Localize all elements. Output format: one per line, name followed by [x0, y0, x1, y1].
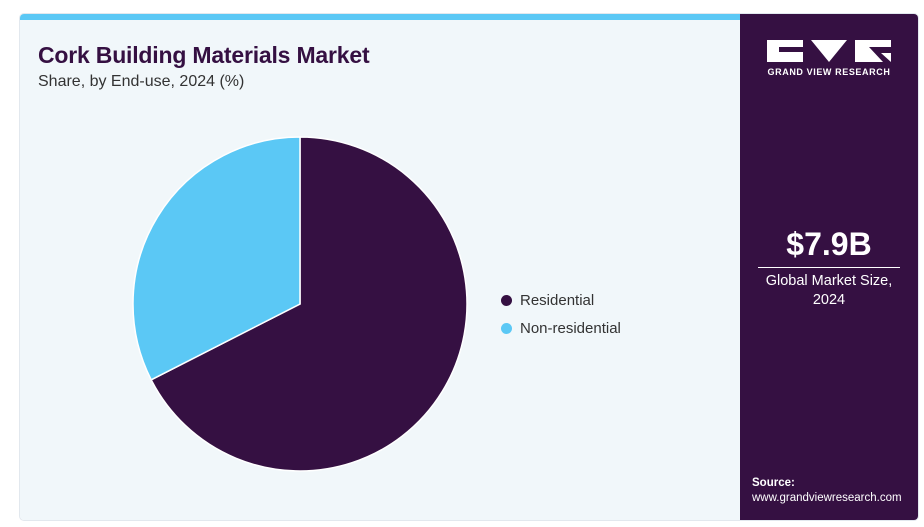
- chart-panel: Cork Building Materials Market Share, by…: [20, 14, 740, 520]
- source-note: Source: www.grandviewresearch.com: [752, 476, 902, 506]
- pie-chart: [132, 136, 468, 472]
- brand-name: GRAND VIEW RESEARCH: [767, 67, 891, 77]
- legend-item-residential: Residential: [501, 286, 621, 314]
- chart-title: Cork Building Materials Market: [38, 42, 370, 68]
- gvr-logo-icon: [767, 40, 891, 62]
- divider: [758, 267, 900, 268]
- chart-card: Cork Building Materials Market Share, by…: [20, 14, 918, 520]
- legend-label-non-residential: Non-residential: [520, 319, 621, 337]
- market-size-value: $7.9B: [786, 226, 872, 262]
- summary-sidebar: GRAND VIEW RESEARCH $7.9B Global Market …: [740, 14, 918, 520]
- chart-legend: Residential Non-residential: [501, 286, 621, 342]
- legend-label-residential: Residential: [520, 291, 595, 309]
- pie-slice-residential: [150, 136, 468, 472]
- pie-slice-non-residential: [132, 136, 301, 381]
- source-label: Source:: [752, 477, 795, 489]
- brand-logo: GRAND VIEW RESEARCH: [740, 38, 918, 77]
- legend-swatch-residential: [501, 294, 512, 306]
- source-url: www.grandviewresearch.com: [752, 492, 902, 504]
- legend-item-non-residential: Non-residential: [501, 314, 621, 342]
- market-size-label: Global Market Size, 2024: [765, 273, 893, 308]
- chart-subtitle: Share, by End-use, 2024 (%): [38, 73, 245, 90]
- legend-swatch-non-residential: [501, 322, 512, 334]
